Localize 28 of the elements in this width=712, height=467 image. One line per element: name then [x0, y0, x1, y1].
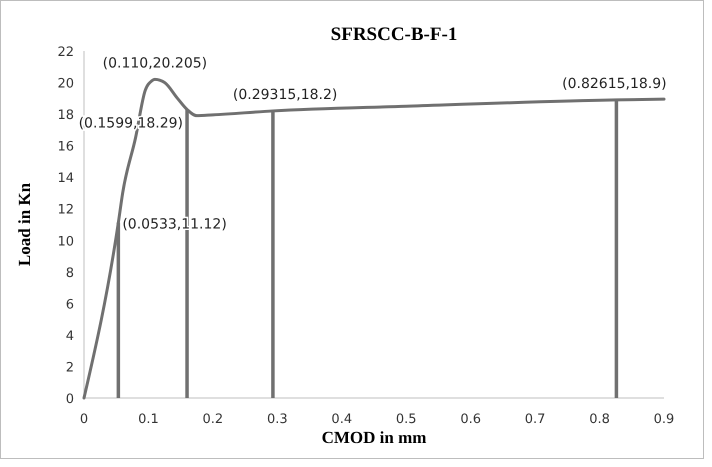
x-tick-label: 0.8 [589, 412, 610, 427]
y-tick-label: 20 [57, 76, 74, 92]
y-tick-label: 2 [66, 360, 74, 376]
y-tick-label: 0 [66, 392, 74, 407]
x-tick-label: 0.3 [266, 412, 288, 427]
y-tick-label: 4 [66, 328, 74, 344]
x-tick-label: 0.7 [524, 412, 546, 427]
x-tick-label: 0.6 [460, 412, 482, 427]
y-tick-label: 18 [57, 108, 74, 124]
x-tick-label: 0.4 [331, 412, 352, 427]
y-tick-label: 22 [57, 45, 74, 60]
annotation: (0.110,20.205) [102, 55, 208, 72]
x-tick-label: 0.1 [138, 412, 159, 427]
y-tick-label: 10 [57, 234, 74, 250]
y-tick-label: 14 [57, 171, 74, 186]
y-tick-label: 12 [57, 202, 74, 218]
chart-title: SFRSCC-B-F-1 [330, 24, 458, 45]
x-tick-label: 0.5 [396, 412, 417, 427]
x-tick-label: 0.9 [654, 412, 674, 427]
annotation: (0.29315,18.2) [232, 86, 338, 103]
annotation: (0.82615,18.9) [562, 76, 667, 92]
y-tick-label: 8 [66, 266, 74, 281]
x-tick-label: 0 [80, 412, 88, 427]
x-axis-title: CMOD in mm [322, 428, 426, 447]
y-axis-title: Load in Kn [15, 182, 34, 266]
x-tick-label: 0.2 [202, 412, 224, 427]
y-tick-label: 6 [66, 297, 74, 312]
y-tick-label: 16 [57, 140, 74, 155]
